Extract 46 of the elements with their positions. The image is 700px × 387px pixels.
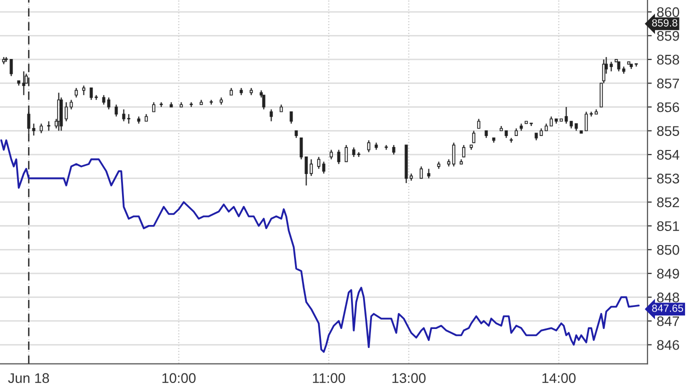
text: 847.65 [652, 304, 684, 312]
candlestick [190, 102, 193, 108]
candlestick [344, 144, 348, 162]
y-tick-label: 856 [657, 102, 680, 112]
candlestick [477, 118, 480, 129]
y-tick-label: 850 [657, 244, 680, 255]
y-tick-label: 857 [657, 78, 680, 88]
x-tick-label: 10:00 [162, 373, 196, 384]
y-tick-label: 846 [657, 340, 680, 350]
x-tick-label: 11:00 [312, 373, 346, 384]
y-tick-label: 847 [657, 316, 680, 326]
candlestick [82, 85, 86, 96]
y-tick-label: 859 [657, 31, 680, 41]
y-tick-label: 853 [657, 174, 680, 184]
candlestick [47, 120, 50, 132]
candlestick [420, 166, 423, 179]
candlestick [210, 99, 213, 106]
candlestick [152, 102, 156, 112]
candlestick [290, 111, 293, 124]
y-tick-label: 849 [657, 268, 680, 279]
candlestick [40, 123, 43, 134]
candlestick [510, 137, 513, 144]
y-tick-label: 855 [657, 126, 680, 136]
candlestick [337, 149, 340, 165]
candlestick [384, 144, 388, 150]
line-series [0, 139, 640, 353]
y-tick-label: 851 [657, 221, 680, 232]
candlestick [114, 104, 118, 118]
candlestick [330, 149, 333, 160]
x-tick-label: 13:00 [392, 373, 426, 384]
y-tick-label: 858 [657, 54, 680, 65]
y-tick-label: 852 [657, 197, 680, 208]
y-tick-label: 848 [657, 292, 680, 302]
candlestick [367, 140, 370, 153]
candlestick [270, 108, 273, 122]
candlestick [392, 144, 396, 156]
y-tick-label: 854 [657, 150, 680, 160]
y-tick-label: 860 [657, 7, 680, 18]
text: 859.8 [652, 19, 678, 27]
x-tick-label: 14:00 [542, 373, 576, 384]
x-tick-label: Jun 18 [8, 373, 49, 384]
candlestick [427, 168, 430, 179]
candlestick [262, 94, 266, 110]
candlestick [160, 102, 163, 108]
candlestick [74, 87, 78, 98]
candlestick [462, 144, 466, 158]
